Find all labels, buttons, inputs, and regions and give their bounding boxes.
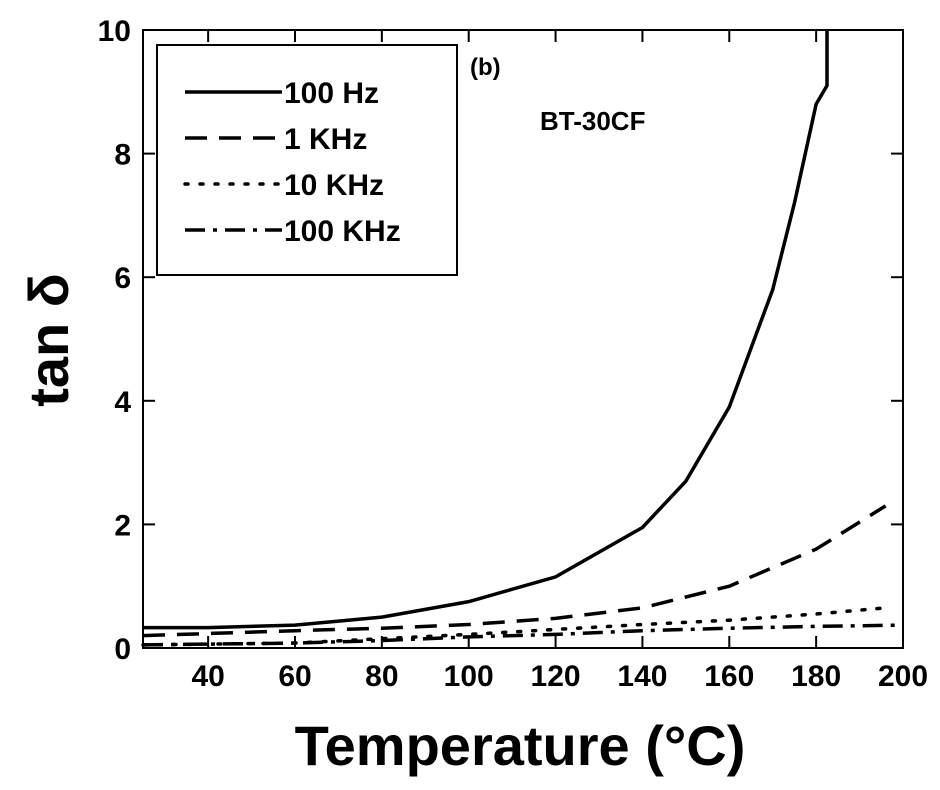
legend-box [156,44,458,276]
series-line [143,30,829,630]
y-tick-label: 8 [114,139,131,172]
y-tick-label: 0 [114,633,131,666]
x-tick-label: 140 [617,660,667,693]
annotation: (b) [470,54,501,81]
legend-label: 1 KHz [284,123,367,156]
y-tick-label: 2 [114,509,131,542]
x-tick-label: 100 [444,660,494,693]
y-axis-label: tan δ [17,273,80,407]
y-tick-label: 4 [114,386,131,419]
legend-label: 100 Hz [284,77,379,110]
x-tick-label: 120 [531,660,581,693]
y-tick-label: 10 [98,15,131,48]
y-tick-label: 6 [114,262,131,295]
annotation: BT-30CF [540,106,645,136]
x-tick-label: 180 [791,660,841,693]
series-line [141,606,888,647]
x-tick-label: 60 [278,660,311,693]
x-axis-label: Temperature (°C) [295,714,746,777]
x-tick-label: 160 [704,660,754,693]
series-line [142,504,887,638]
x-tick-label: 40 [191,660,224,693]
legend-label: 100 KHz [284,215,401,248]
x-tick-label: 80 [365,660,398,693]
legend-label: 10 KHz [284,169,384,202]
series-line [142,623,904,647]
x-tick-label: 200 [878,660,928,693]
plot-frame [142,29,904,649]
